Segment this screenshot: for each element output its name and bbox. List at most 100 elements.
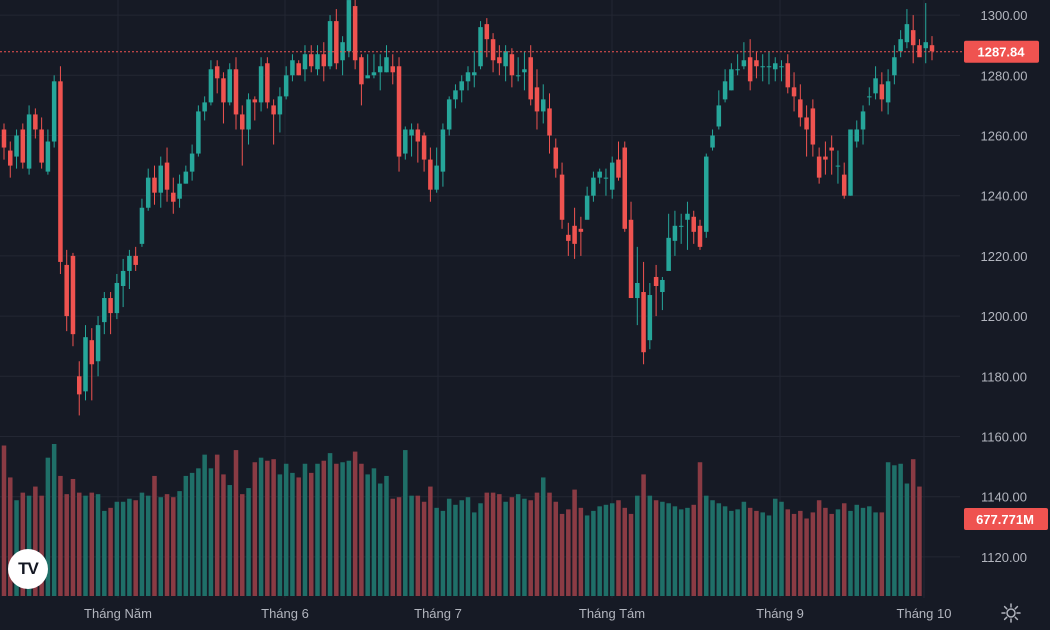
candle-body xyxy=(196,111,201,154)
last-price-label: 1287.84 xyxy=(978,45,1026,60)
candle-body xyxy=(873,78,878,94)
gear-icon[interactable] xyxy=(1000,602,1022,624)
volume-bar xyxy=(898,463,903,596)
x-tick-label: Tháng 10 xyxy=(897,606,952,621)
candle-body xyxy=(377,66,383,73)
volume-bars xyxy=(1,444,922,596)
volume-bar xyxy=(183,475,189,596)
candle-body xyxy=(691,216,696,232)
chart-grid xyxy=(0,0,960,598)
candle-body xyxy=(315,54,320,70)
candle-body xyxy=(14,135,19,157)
volume-bar xyxy=(559,513,565,596)
volume-bar xyxy=(403,450,408,596)
candle-body xyxy=(678,225,684,227)
candle-body xyxy=(647,295,653,341)
logo-text: TV xyxy=(18,559,39,578)
candle-body xyxy=(76,376,82,395)
volume-bar xyxy=(635,495,640,596)
volume-bar xyxy=(133,500,138,596)
volume-bar xyxy=(685,507,690,596)
volume-bar xyxy=(51,444,57,596)
volume-bar xyxy=(70,478,76,596)
volume-bar xyxy=(265,460,270,596)
volume-bar xyxy=(258,457,264,596)
candle-body xyxy=(641,292,646,353)
volume-bar xyxy=(208,468,214,596)
volume-bar xyxy=(14,500,19,596)
volume-bar xyxy=(327,453,333,596)
volume-bar xyxy=(127,498,132,596)
candle-body xyxy=(685,213,690,220)
y-tick-label: 1120.00 xyxy=(981,550,1027,565)
volume-bar xyxy=(359,463,364,596)
volume-bar xyxy=(522,498,527,596)
volume-bar xyxy=(189,472,195,596)
candle-body xyxy=(265,63,270,103)
candle-body xyxy=(635,282,640,299)
volume-bar xyxy=(114,501,120,596)
volume-bar xyxy=(246,488,251,596)
volume-bar xyxy=(672,506,678,596)
candle-body xyxy=(145,177,151,208)
volume-bar xyxy=(478,503,483,596)
volume-bar xyxy=(854,504,860,596)
candle-body xyxy=(785,63,791,88)
candle-body xyxy=(352,6,358,61)
candle-body xyxy=(227,69,232,103)
candle-body xyxy=(114,282,120,314)
candle-body xyxy=(221,78,226,103)
x-tick-label: Tháng Tám xyxy=(579,606,645,621)
candle-body xyxy=(127,255,132,271)
candle-body xyxy=(553,147,559,169)
candle-body xyxy=(120,270,126,286)
volume-bar xyxy=(691,504,696,596)
candle-body xyxy=(108,298,113,314)
y-tick-label: 1280.00 xyxy=(981,68,1028,83)
candle-body xyxy=(603,177,609,179)
volume-bar xyxy=(540,477,546,596)
candle-body xyxy=(321,54,327,67)
candle-body xyxy=(892,57,897,76)
candle-body xyxy=(509,54,515,76)
candle-body xyxy=(898,39,903,52)
volume-bar xyxy=(553,501,559,596)
candle-body xyxy=(591,177,596,196)
volume-bar xyxy=(58,475,63,596)
volume-bar xyxy=(741,501,747,596)
volume-bar xyxy=(747,507,753,596)
tradingview-logo-icon[interactable]: TV xyxy=(8,549,48,589)
last-volume-label: 677.771M xyxy=(976,512,1034,527)
volume-bar xyxy=(697,462,703,596)
volume-bar xyxy=(722,506,728,596)
volume-bar xyxy=(346,460,352,596)
volume-bar xyxy=(64,494,69,596)
candle-body xyxy=(722,81,728,100)
candle-body xyxy=(415,129,421,142)
candle-body xyxy=(277,96,283,115)
candle-body xyxy=(308,54,314,67)
volume-bar xyxy=(377,483,383,596)
y-tick-label: 1180.00 xyxy=(981,369,1027,384)
candle-body xyxy=(283,75,289,97)
volume-bar xyxy=(867,506,872,596)
volume-bar xyxy=(609,503,615,596)
candle-body xyxy=(252,99,258,103)
y-tick-label: 1240.00 xyxy=(981,189,1028,204)
volume-bar xyxy=(829,513,834,596)
candle-body xyxy=(672,225,678,241)
candle-body xyxy=(371,72,377,76)
volume-bar xyxy=(892,465,897,596)
volume-bar xyxy=(716,503,722,596)
volume-bar xyxy=(415,495,421,596)
y-tick-label: 1200.00 xyxy=(981,309,1028,324)
candle-body xyxy=(346,0,352,52)
candle-body xyxy=(258,66,264,103)
candle-body xyxy=(409,129,414,136)
candle-body xyxy=(710,135,715,148)
candle-body xyxy=(459,81,464,91)
candle-body xyxy=(572,225,577,244)
y-tick-label: 1220.00 xyxy=(981,249,1028,264)
volume-bar xyxy=(145,495,151,596)
